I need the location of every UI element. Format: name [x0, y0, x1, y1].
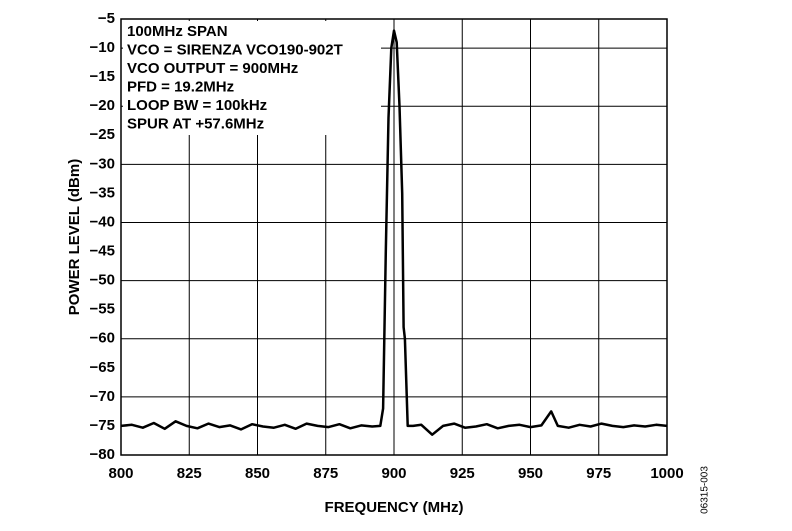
- x-tick-label: 1000: [650, 465, 683, 482]
- annotation: SPUR AT +57.6MHz: [127, 115, 264, 132]
- x-tick-label: 825: [177, 465, 202, 482]
- annotation: PFD = 19.2MHz: [127, 78, 234, 95]
- x-axis-label: FREQUENCY (MHz): [325, 499, 464, 516]
- y-tick-label: −5: [98, 10, 115, 27]
- y-tick-label: −65: [90, 359, 115, 376]
- y-tick-label: −45: [90, 243, 115, 260]
- y-axis-label: POWER LEVEL (dBm): [66, 159, 83, 315]
- y-tick-label: −25: [90, 126, 115, 143]
- x-tick-label: 875: [313, 465, 338, 482]
- y-tick-label: −80: [90, 446, 115, 463]
- y-tick-label: −55: [90, 301, 115, 318]
- y-tick-label: −50: [90, 272, 115, 289]
- x-tick-label: 900: [381, 465, 406, 482]
- annotation-bg: [123, 21, 381, 135]
- y-tick-label: −20: [90, 97, 115, 114]
- annotation: 100MHz SPAN: [127, 23, 228, 40]
- annotation: VCO OUTPUT = 900MHz: [127, 60, 298, 77]
- x-tick-label: 950: [518, 465, 543, 482]
- y-tick-label: −35: [90, 184, 115, 201]
- figure-id: 06315-003: [700, 466, 711, 514]
- spectrum-line: [120, 29, 668, 436]
- x-tick-label: 800: [108, 465, 133, 482]
- annotation: LOOP BW = 100kHz: [127, 97, 267, 114]
- y-tick-label: −30: [90, 155, 115, 172]
- y-tick-label: −75: [90, 417, 115, 434]
- y-tick-label: −15: [90, 68, 115, 85]
- x-tick-label: 975: [586, 465, 611, 482]
- x-tick-label: 850: [245, 465, 270, 482]
- x-tick-label: 925: [450, 465, 475, 482]
- y-tick-label: −60: [90, 330, 115, 347]
- y-tick-label: −10: [90, 39, 115, 56]
- annotation: VCO = SIRENZA VCO190-902T: [127, 41, 343, 58]
- y-tick-label: −40: [90, 213, 115, 230]
- y-tick-label: −70: [90, 388, 115, 405]
